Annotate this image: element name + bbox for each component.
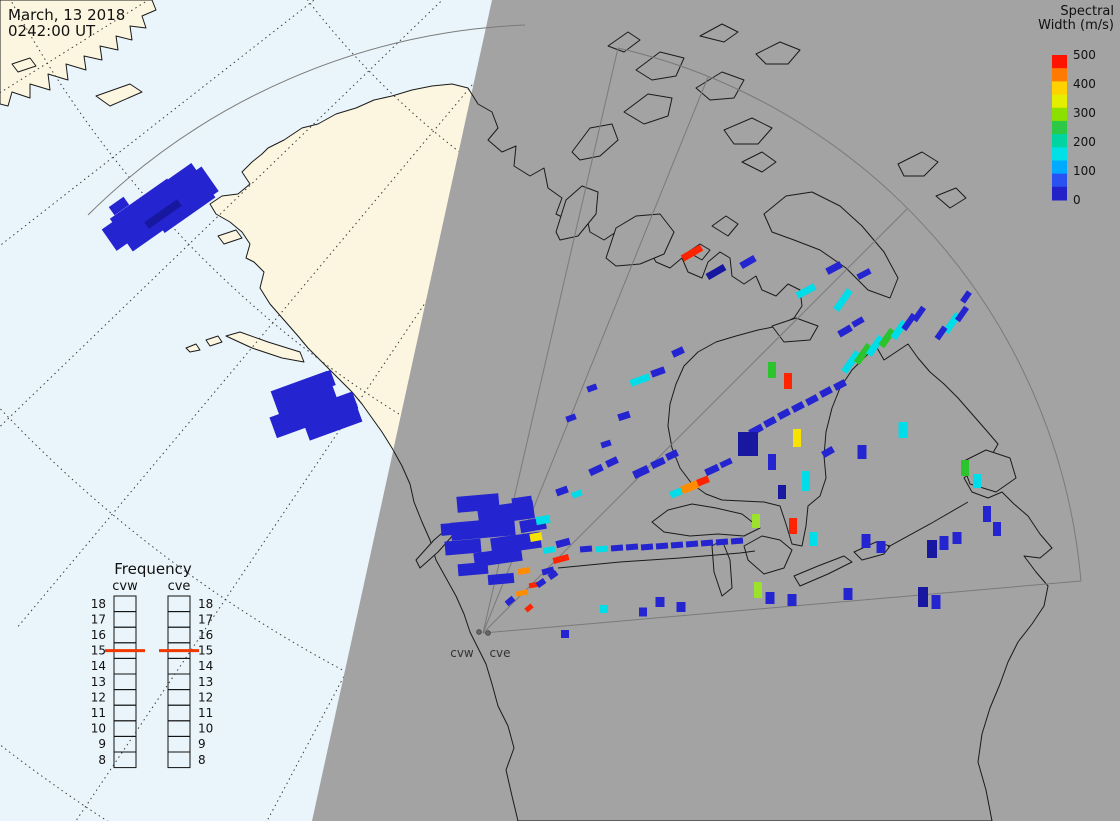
frequency-tick-label: 12 — [91, 690, 106, 704]
frequency-tick-label: 16 — [91, 628, 106, 642]
radar-echo — [961, 460, 969, 476]
radar-echo — [656, 542, 668, 549]
colorbar-band — [1052, 187, 1067, 201]
radar-echo — [793, 429, 801, 447]
colorbar-band — [1052, 147, 1067, 161]
radar-echo — [973, 474, 981, 488]
radar-echo — [600, 605, 608, 613]
colorbar-tick-label: 400 — [1073, 77, 1096, 91]
colorbar-band — [1052, 174, 1067, 188]
radar-site-label-cve: cve — [489, 646, 510, 660]
radar-echo — [788, 594, 797, 606]
radar-echo — [641, 543, 653, 550]
frequency-tick-label: 11 — [91, 706, 106, 720]
radar-echo — [784, 373, 792, 389]
colorbar-band — [1052, 134, 1067, 148]
radar-echo — [768, 454, 776, 470]
colorbar-title-line1: Spectral — [1060, 4, 1114, 19]
radar-echo — [766, 592, 775, 604]
colorbar-tick-label: 500 — [1073, 48, 1096, 62]
radar-echo — [656, 597, 665, 607]
radar-echo — [918, 587, 928, 607]
radar-echo — [862, 534, 871, 548]
radar-echo — [899, 422, 908, 438]
radar-echo — [953, 532, 962, 544]
radar-echo — [611, 544, 623, 551]
frequency-tick-label: 17 — [91, 612, 106, 626]
colorbar-band — [1052, 81, 1067, 95]
radar-site-marker-cvw — [477, 630, 482, 635]
map-canvas: cvw cve March, 13 2018 0242:00 UT Spectr… — [0, 0, 1120, 821]
frequency-tick-label: 18 — [198, 597, 213, 611]
frequency-tick-label: 10 — [91, 722, 106, 736]
superdarn-spectral-width-plot: cvw cve March, 13 2018 0242:00 UT Spectr… — [0, 0, 1120, 821]
frequency-tick-label: 14 — [198, 659, 213, 673]
colorbar-title-line2: Width (m/s) — [1038, 18, 1114, 33]
radar-echo — [927, 540, 937, 558]
radar-echo — [716, 538, 728, 545]
colorbar-band — [1052, 108, 1067, 122]
radar-echo — [809, 532, 817, 546]
radar-echo — [731, 537, 743, 544]
colorbar-band — [1052, 68, 1067, 82]
colorbar-tick-label: 0 — [1073, 193, 1081, 207]
radar-echo — [940, 536, 949, 550]
frequency-tick-label: 15 — [91, 644, 106, 658]
frequency-column-label: cvw — [112, 579, 138, 594]
colorbar-tick-label: 200 — [1073, 135, 1096, 149]
frequency-tick-label: 10 — [198, 722, 213, 736]
radar-echo — [671, 541, 683, 548]
colorbar-band — [1052, 160, 1067, 174]
frequency-tick-label: 13 — [91, 675, 106, 689]
frequency-tick-label: 16 — [198, 628, 213, 642]
radar-echo — [802, 471, 810, 491]
radar-echo — [677, 602, 686, 612]
frequency-legend-title: Frequency — [114, 560, 192, 578]
radar-echo — [768, 362, 776, 378]
colorbar-tick-label: 300 — [1073, 106, 1096, 120]
frequency-tick-label: 13 — [198, 675, 213, 689]
radar-echo — [738, 432, 758, 456]
radar-echo — [993, 522, 1001, 536]
frequency-tick-label: 17 — [198, 612, 213, 626]
frequency-tick-label: 8 — [98, 753, 106, 767]
radar-echo — [932, 595, 941, 609]
time-label: 0242:00 UT — [8, 22, 96, 40]
frequency-column-label: cve — [168, 579, 191, 594]
radar-echo — [626, 543, 638, 550]
radar-echo — [596, 545, 608, 552]
colorbar-tick-label: 100 — [1073, 164, 1096, 178]
frequency-tick-label: 9 — [98, 737, 106, 751]
colorbar-band — [1052, 95, 1067, 109]
frequency-tick-label: 8 — [198, 753, 206, 767]
radar-echo — [752, 514, 760, 528]
frequency-tick-label: 9 — [198, 737, 206, 751]
radar-echo — [441, 522, 464, 536]
radar-echo — [778, 485, 786, 499]
radar-echo — [877, 541, 886, 553]
radar-site-marker-cve — [486, 631, 491, 636]
frequency-tick-label: 18 — [91, 597, 106, 611]
radar-echo — [844, 588, 853, 600]
radar-echo — [580, 545, 592, 552]
frequency-tick-label: 14 — [91, 659, 106, 673]
radar-echo — [983, 506, 991, 522]
radar-echo — [561, 630, 569, 638]
radar-echo — [858, 445, 867, 459]
radar-site-label-cvw: cvw — [450, 646, 474, 660]
frequency-tick-label: 15 — [198, 644, 213, 658]
frequency-tick-label: 12 — [198, 690, 213, 704]
radar-echo — [701, 539, 713, 546]
radar-echo — [639, 608, 647, 617]
frequency-tick-label: 11 — [198, 706, 213, 720]
colorbar-band — [1052, 121, 1067, 135]
colorbar-band — [1052, 55, 1067, 69]
radar-echo — [686, 540, 698, 547]
radar-echo — [754, 582, 762, 598]
radar-echo — [789, 518, 797, 534]
